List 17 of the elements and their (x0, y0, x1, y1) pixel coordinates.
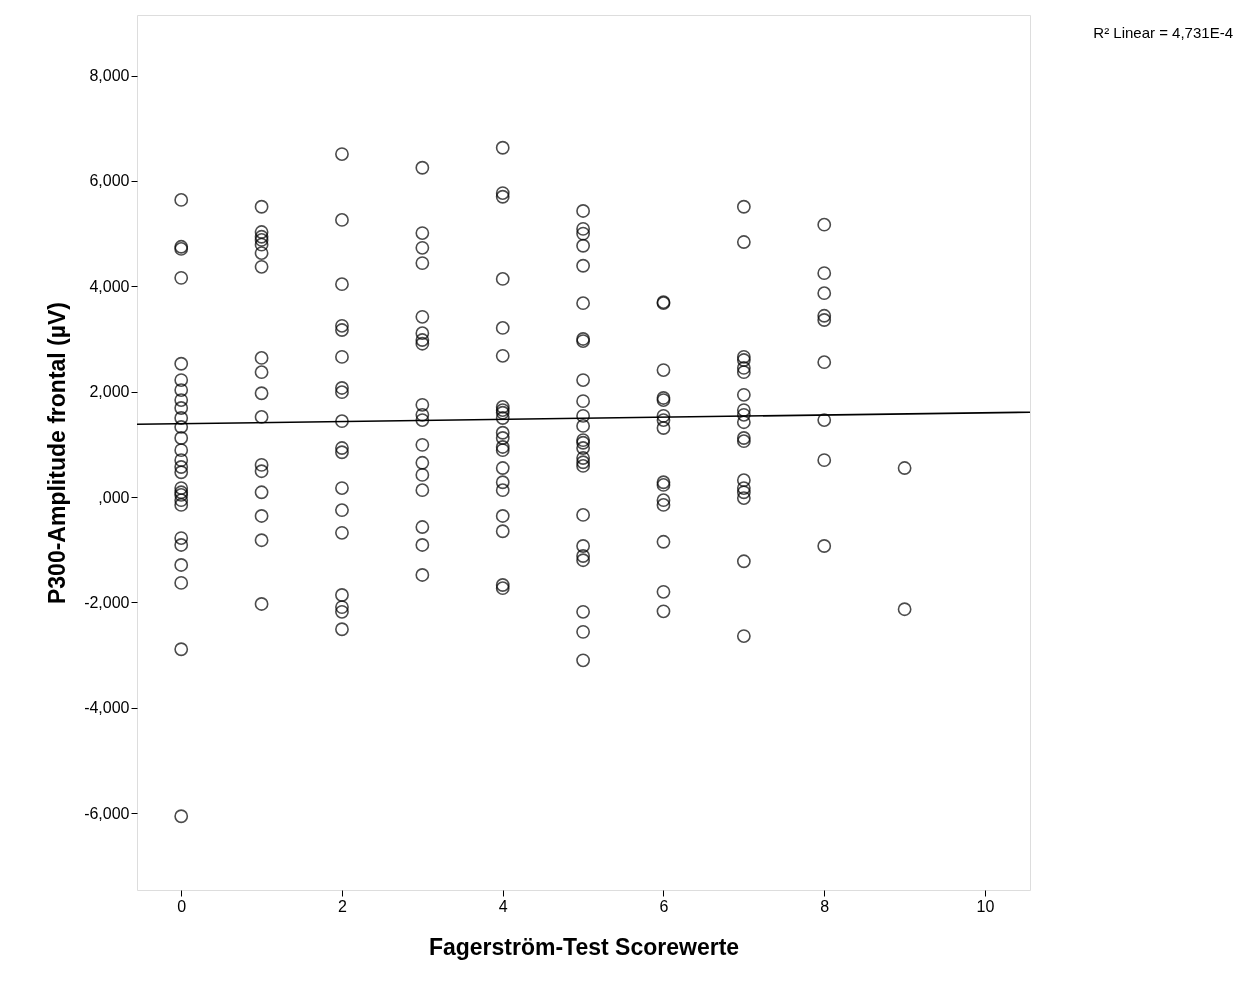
y-tick-label: -2,000 (84, 593, 130, 611)
y-tick-label: -4,000 (84, 699, 130, 717)
x-tick-label: 4 (498, 897, 508, 915)
y-tick-label: 2,000 (89, 383, 130, 401)
y-axis-title: P300-Amplitude frontal (µV) (44, 301, 71, 605)
text: R² Linear = 4,731E-4 (1093, 24, 1233, 41)
x-tick-label: 8 (820, 897, 830, 915)
x-tick-label: 10 (976, 897, 995, 915)
x-tick-label: 2 (338, 897, 348, 915)
x-tick-label: 6 (659, 897, 669, 915)
y-tick-label: 6,000 (89, 172, 130, 190)
y-tick-label: 8,000 (89, 67, 130, 85)
y-tick-label: 4,000 (89, 277, 130, 295)
y-tick-label: -6,000 (84, 804, 130, 822)
y-tick-label: ,000 (98, 488, 130, 506)
x-tick-label: 0 (177, 897, 187, 915)
x-axis-title: Fagerström-Test Scorewerte (428, 933, 740, 960)
